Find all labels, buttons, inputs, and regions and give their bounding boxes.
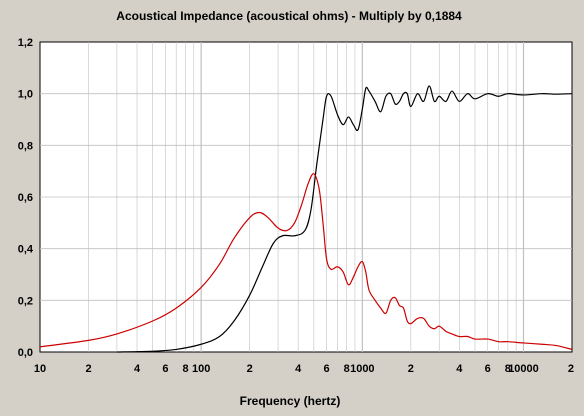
data-series: [39, 85, 573, 353]
x-tick-label: 2: [247, 363, 253, 375]
black-series-line: [116, 85, 573, 353]
x-tick-label: 4: [134, 363, 141, 375]
x-tick-label: 8: [505, 363, 511, 375]
y-tick-label: 0,4: [18, 244, 34, 256]
x-tick-label: 10000: [508, 363, 539, 375]
x-axis-label: Frequency (hertz): [240, 394, 341, 408]
x-tick-label: 6: [324, 363, 330, 375]
y-tick-labels: 0,0 0,2 0,4 0,6 0,8 1,0 1,2: [18, 37, 34, 359]
x-tick-label: 8: [182, 363, 188, 375]
x-tick-label: 8: [344, 363, 350, 375]
chart-title: Acoustical Impedance (acoustical ohms) -…: [116, 9, 462, 23]
y-tick-label: 0,0: [18, 347, 33, 359]
y-tick-label: 1,0: [18, 89, 33, 101]
y-tick-label: 0,6: [18, 192, 33, 204]
x-tick-label: 4: [295, 363, 302, 375]
x-tick-label: 1000: [350, 363, 374, 375]
grid-lines: [40, 42, 572, 352]
x-tick-label: 6: [162, 363, 168, 375]
y-tick-label: 0,8: [18, 140, 33, 152]
x-tick-label: 2: [568, 363, 574, 375]
x-tick-label: 6: [485, 363, 491, 375]
x-tick-label: 2: [85, 363, 91, 375]
x-tick-label: 100: [192, 363, 210, 375]
y-tick-label: 0,2: [18, 295, 33, 307]
x-tick-label: 2: [408, 363, 414, 375]
y-tick-label: 1,2: [18, 37, 33, 49]
x-tick-label: 10: [34, 363, 46, 375]
x-tick-label: 4: [456, 363, 463, 375]
red-series-line: [39, 173, 573, 351]
